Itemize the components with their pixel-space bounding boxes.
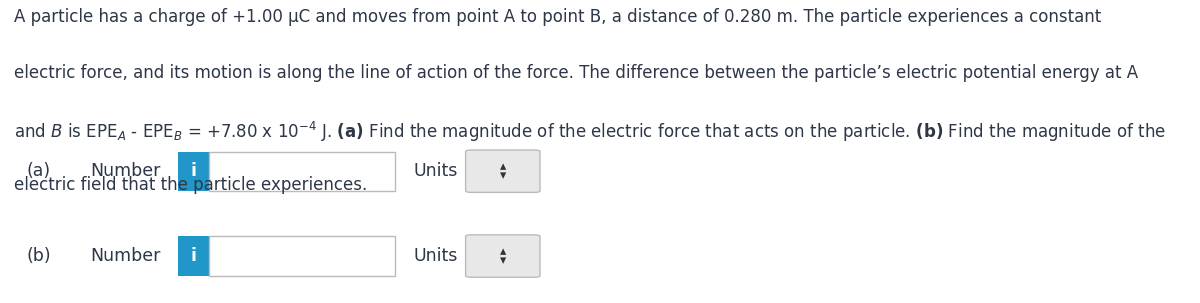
Text: Number: Number (90, 247, 161, 265)
Text: i: i (191, 162, 197, 180)
Text: and $B$ is EPE$_A$ - EPE$_B$ = +7.80 x 10$^{-4}$ J. $\mathbf{(a)}$ Find the magn: and $B$ is EPE$_A$ - EPE$_B$ = +7.80 x 1… (14, 120, 1166, 144)
Text: ▴: ▴ (499, 160, 506, 173)
Text: Units: Units (414, 247, 458, 265)
Text: (b): (b) (26, 247, 52, 265)
Text: A particle has a charge of +1.00 μC and moves from point A to point B, a distanc: A particle has a charge of +1.00 μC and … (14, 8, 1102, 25)
Text: ▾: ▾ (499, 169, 506, 182)
Text: i: i (191, 247, 197, 265)
Text: (a): (a) (26, 162, 50, 180)
Text: electric field that the particle experiences.: electric field that the particle experie… (14, 176, 367, 194)
Text: Units: Units (414, 162, 458, 180)
Text: ▴: ▴ (499, 245, 506, 258)
Text: Number: Number (90, 162, 161, 180)
Text: ▾: ▾ (499, 254, 506, 267)
Text: electric force, and its motion is along the line of action of the force. The dif: electric force, and its motion is along … (14, 64, 1139, 82)
